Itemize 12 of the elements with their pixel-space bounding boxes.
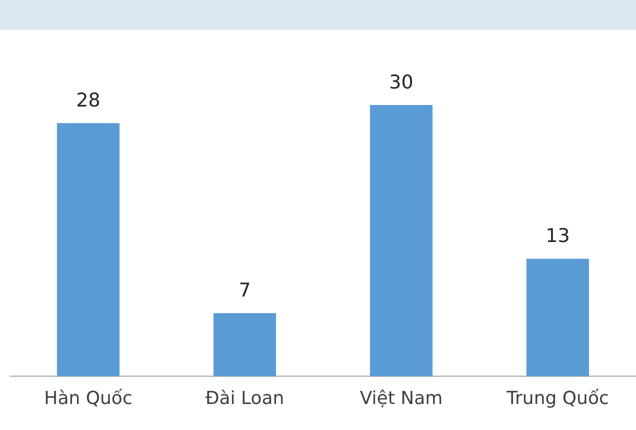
- bar: [213, 313, 276, 376]
- bar: [526, 258, 590, 376]
- x-tick-label: Trung Quốc: [506, 388, 609, 409]
- x-tick-label: Việt Nam: [360, 388, 443, 409]
- bar: [56, 123, 120, 376]
- data-label: 28: [76, 90, 100, 112]
- x-tick-label: Hàn Quốc: [44, 388, 132, 409]
- data-label: 7: [238, 280, 251, 302]
- bar: [370, 105, 433, 376]
- data-label: 13: [546, 225, 570, 248]
- data-label: 30: [389, 71, 414, 94]
- x-tick-label: Đài Loan: [205, 388, 284, 409]
